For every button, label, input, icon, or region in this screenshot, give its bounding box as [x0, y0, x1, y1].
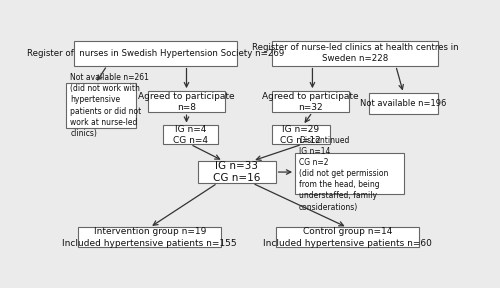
Text: Agreed to participate
n=8: Agreed to participate n=8 [138, 92, 235, 112]
FancyBboxPatch shape [295, 153, 404, 194]
FancyBboxPatch shape [66, 83, 136, 128]
Text: IG n=29
CG n=12: IG n=29 CG n=12 [280, 125, 321, 145]
Text: Register of nurse-led clinics at health centres in
Sweden n=228: Register of nurse-led clinics at health … [252, 43, 458, 63]
Text: Discontinued
IG n=14
CG n=2
(did not get permission
from the head, being
underst: Discontinued IG n=14 CG n=2 (did not get… [299, 136, 388, 211]
FancyBboxPatch shape [148, 91, 226, 112]
FancyBboxPatch shape [78, 228, 222, 247]
FancyBboxPatch shape [74, 41, 237, 66]
Text: IG n=4
CG n=4: IG n=4 CG n=4 [173, 125, 208, 145]
Text: Register of  nurses in Swedish Hypertension Society n=269: Register of nurses in Swedish Hypertensi… [27, 49, 284, 58]
Text: Agreed to participate
n=32: Agreed to participate n=32 [262, 92, 359, 112]
FancyBboxPatch shape [276, 228, 419, 247]
FancyBboxPatch shape [163, 126, 218, 144]
Text: Intervention group n=19
Included hypertensive patients n=155: Intervention group n=19 Included hyperte… [62, 228, 237, 247]
FancyBboxPatch shape [272, 91, 349, 112]
FancyBboxPatch shape [368, 93, 438, 114]
Text: Not available n=261
(did not work with
hypertensive
patients or did not
work at : Not available n=261 (did not work with h… [70, 73, 149, 138]
Text: IG n=33
CG n=16: IG n=33 CG n=16 [213, 161, 260, 183]
FancyBboxPatch shape [272, 126, 330, 144]
FancyBboxPatch shape [198, 161, 276, 183]
FancyBboxPatch shape [272, 41, 438, 66]
Text: Not available n=196: Not available n=196 [360, 99, 446, 108]
Text: Control group n=14
Included hypertensive patients n=60: Control group n=14 Included hypertensive… [263, 228, 432, 247]
